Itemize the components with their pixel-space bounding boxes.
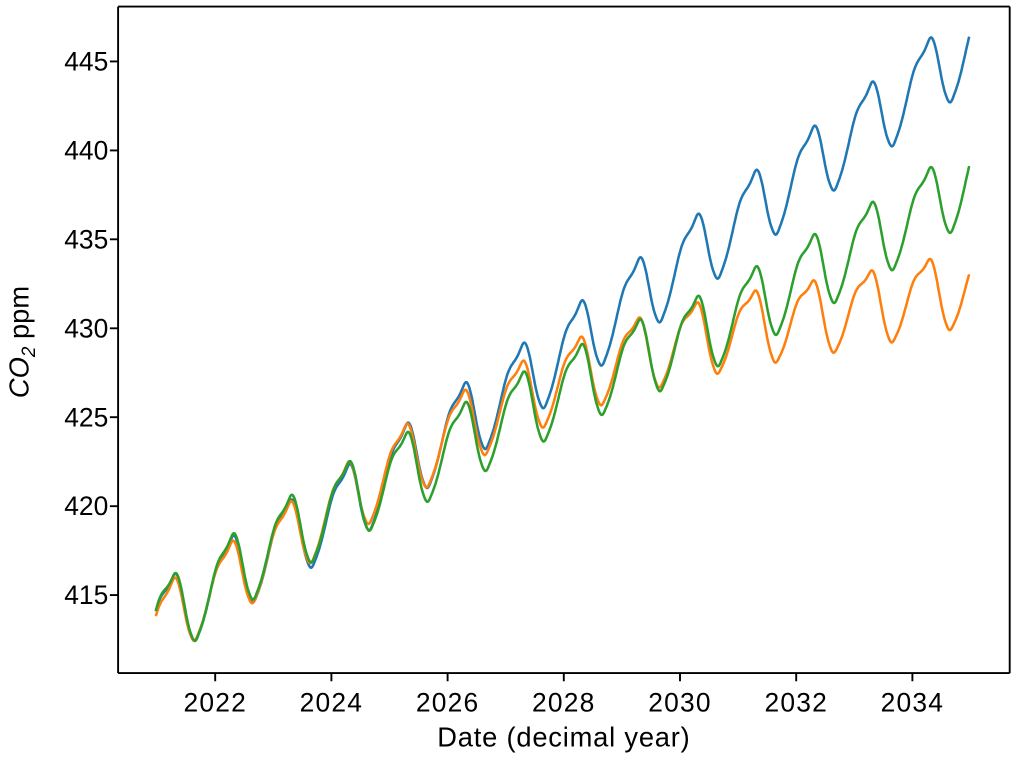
svg-text:420: 420 [64, 491, 108, 521]
svg-text:440: 440 [64, 136, 108, 166]
svg-text:Date (decimal year): Date (decimal year) [437, 722, 690, 753]
svg-text:2032: 2032 [764, 687, 828, 717]
svg-text:2028: 2028 [532, 687, 596, 717]
svg-text:CO2 ppm: CO2 ppm [4, 286, 40, 398]
svg-text:435: 435 [64, 224, 108, 254]
svg-text:2022: 2022 [183, 687, 247, 717]
svg-text:425: 425 [64, 402, 108, 432]
svg-text:2026: 2026 [416, 687, 480, 717]
svg-text:445: 445 [64, 47, 108, 77]
svg-text:2034: 2034 [881, 687, 945, 717]
svg-text:2030: 2030 [648, 687, 712, 717]
svg-text:430: 430 [64, 313, 108, 343]
svg-text:415: 415 [64, 580, 108, 610]
svg-text:2024: 2024 [300, 687, 364, 717]
